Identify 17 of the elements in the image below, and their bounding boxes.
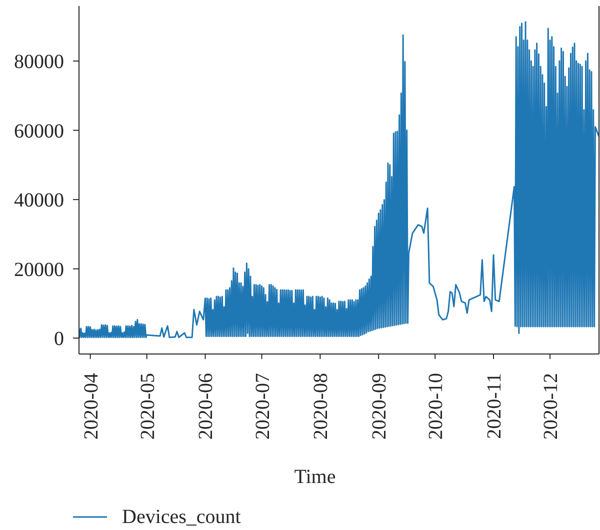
x-tick-label: 2020-10	[425, 373, 448, 440]
x-tick-label: 2020-05	[136, 373, 159, 440]
y-tick-label: 60000	[14, 120, 64, 142]
x-tick-label: 2020-12	[540, 373, 562, 440]
y-tick-label: 40000	[14, 190, 64, 212]
y-tick-label: 0	[54, 328, 64, 350]
x-tick-label: 2020-07	[252, 373, 274, 440]
x-tick-label: 2020-11	[483, 373, 506, 439]
y-tick-label: 20000	[14, 258, 64, 281]
legend-label: Devices_count	[122, 505, 241, 529]
x-tick-label: 2020-08	[310, 373, 332, 440]
x-tick-label: 2020-04	[80, 373, 102, 440]
x-tick-label: 2020-09	[368, 373, 391, 440]
x-axis-title: Time	[294, 466, 336, 488]
y-tick-label: 80000	[14, 51, 64, 74]
x-tick-label: 2020-06	[195, 373, 218, 440]
line-series	[79, 21, 599, 338]
